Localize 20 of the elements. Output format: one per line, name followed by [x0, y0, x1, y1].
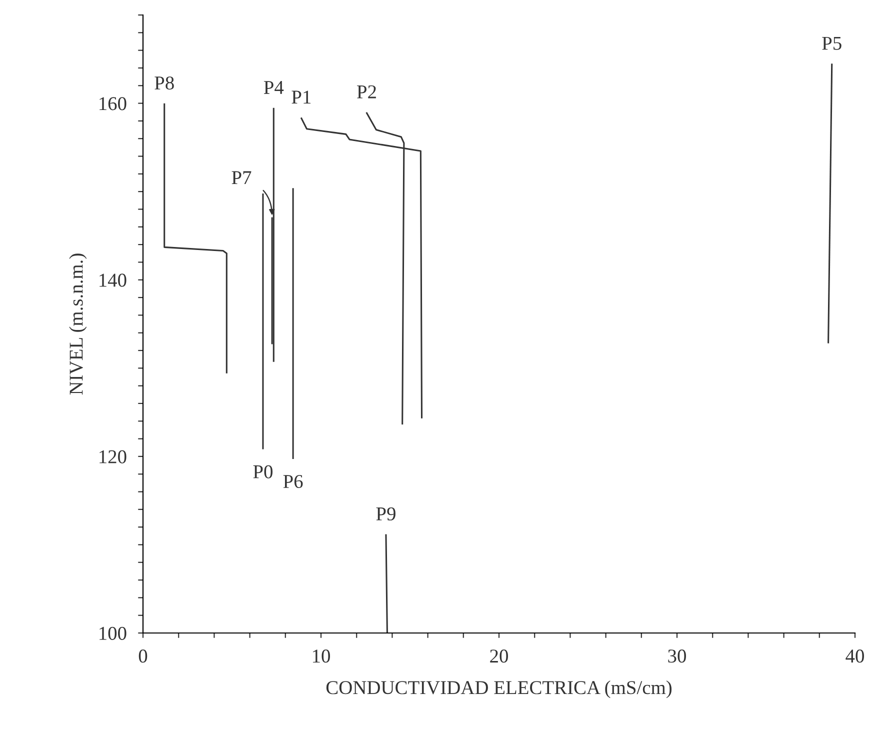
series-label: P4 [264, 81, 284, 94]
series-label: P9 [376, 507, 396, 520]
x-axis-title: CONDUCTIVIDAD ELECTRICA (mS/cm) [326, 680, 672, 698]
text: P7 [232, 171, 252, 184]
x-tick-label: 10 [312, 650, 330, 663]
series-label: P1 [292, 90, 311, 104]
series-label: P8 [154, 76, 174, 90]
series-label: P0 [253, 465, 272, 478]
x-tick-label: 30 [668, 650, 686, 663]
y-tick-label: 140 [100, 274, 126, 287]
y-tick-label: 120 [100, 450, 126, 464]
y-tick-label: 160 [100, 97, 126, 110]
series-label: P2 [357, 85, 376, 98]
x-tick-label: 0 [138, 650, 148, 663]
x-tick-label: 40 [846, 650, 864, 663]
series-label: P6 [283, 474, 303, 488]
series-label: P5 [822, 36, 842, 50]
y-tick-label: 100 [100, 626, 126, 640]
y-axis-title: NIVEL (m.s.n.m.) [69, 254, 87, 395]
x-tick-label: 20 [490, 650, 508, 663]
